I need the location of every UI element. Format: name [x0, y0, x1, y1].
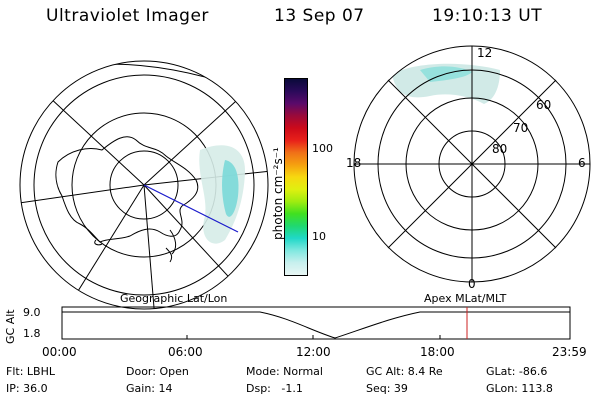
color-scale-bar — [284, 78, 308, 276]
door-info: Door: Open — [126, 365, 189, 378]
altitude-ylabel: GC Alt — [4, 309, 17, 344]
mode-info: Mode: Normal — [246, 365, 323, 378]
aurora-polar — [392, 63, 500, 104]
geographic-map — [19, 60, 269, 310]
colorbar-tick-10: 10 — [312, 230, 326, 243]
sequence-info: Seq: 39 — [366, 382, 408, 395]
altitude-xtick-2: 12:00 — [296, 345, 331, 359]
altitude-plot-frame — [61, 306, 571, 340]
mlt-label-6: 6 — [578, 156, 586, 170]
altitude-ytick-low: 1.8 — [23, 327, 41, 340]
latitude-arc — [20, 63, 261, 96]
altitude-xtick-1: 06:00 — [168, 345, 203, 359]
altitude-xtick-4: 23:59 — [552, 345, 587, 359]
altitude-xtick-0: 00:00 — [42, 345, 77, 359]
glat-info: GLat: -86.6 — [486, 365, 548, 378]
gain-info: Gain: 14 — [126, 382, 173, 395]
colorbar-unit-label: photon cm⁻²s⁻¹ — [271, 147, 285, 240]
altitude-x-ticks — [186, 335, 441, 339]
mlat-label-70: 70 — [513, 121, 529, 135]
instrument-title: Ultraviolet Imager — [46, 6, 209, 26]
polar-plot — [353, 45, 591, 283]
latitude-circle — [109, 150, 179, 220]
aurora-oval — [199, 145, 246, 244]
dsp-info: Dsp: -1.1 — [246, 382, 303, 395]
observation-date: 13 Sep 07 — [274, 6, 365, 26]
meridian-line — [20, 69, 145, 186]
geographic-map-label: Geographic Lat/Lon — [120, 292, 228, 305]
mlt-diagonal-line — [387, 79, 557, 249]
altitude-curve — [62, 311, 570, 339]
mlt-label-0: 0 — [468, 277, 476, 291]
observation-time: 19:10:13 UT — [432, 6, 543, 26]
altitude-plot — [61, 306, 571, 340]
meridian-line — [20, 184, 145, 206]
latitude-circle — [33, 74, 255, 296]
meridian-line — [143, 184, 156, 309]
ip-info: IP: 36.0 — [6, 382, 48, 395]
altitude-xtick-3: 18:00 — [420, 345, 455, 359]
latitude-arc — [20, 61, 251, 71]
satellite-direction-line — [143, 184, 239, 233]
mlat-label-60: 60 — [536, 98, 552, 112]
mlt-label-18: 18 — [346, 156, 362, 170]
altitude-ytick-high: 9.0 — [23, 306, 41, 319]
filter-info: Flt: LBHL — [6, 365, 55, 378]
map-boundary — [19, 60, 269, 310]
colorbar-tick-100: 100 — [312, 142, 333, 155]
mlt-label-12: 12 — [477, 46, 493, 60]
mlat-label-80: 80 — [492, 142, 508, 156]
glon-info: GLon: 113.8 — [486, 382, 553, 395]
gc-alt-info: GC Alt: 8.4 Re — [366, 365, 443, 378]
antarctica-outline — [55, 136, 199, 243]
polar-plot-label: Apex MLat/MLT — [424, 292, 507, 305]
